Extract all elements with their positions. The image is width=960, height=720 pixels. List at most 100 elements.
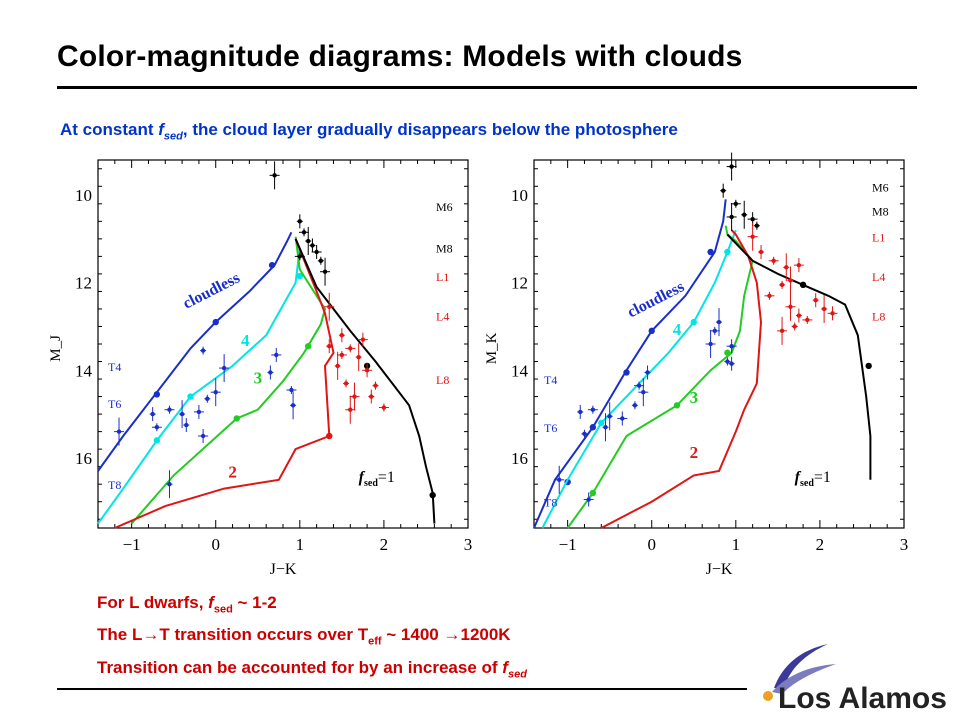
note1-post: ~ 1-2	[232, 593, 277, 612]
note2-end: 1200K	[460, 625, 511, 645]
series-label-fsed1: fsed=1	[795, 469, 831, 489]
obs-point-L	[758, 249, 764, 255]
obs-point-L	[796, 262, 802, 268]
obs-point-T	[150, 411, 155, 417]
spectral-label-t4: T4	[108, 360, 121, 374]
obs-point-L	[381, 405, 387, 410]
fsed-sub: sed	[364, 478, 378, 489]
note2-pre: The L	[97, 625, 143, 645]
y-tick-label: 12	[511, 274, 528, 293]
obs-point-T	[200, 433, 206, 439]
model-marker-fsed3	[305, 342, 312, 350]
note1-pre: For L dwarfs,	[97, 593, 209, 612]
obs-point-L	[788, 278, 793, 283]
obs-point-L	[767, 293, 772, 299]
logo-dot-icon	[763, 691, 773, 701]
obs-point-L	[335, 363, 340, 369]
obs-point-T	[607, 414, 612, 419]
model-marker-cloudless	[589, 424, 597, 431]
obs-point-M	[322, 269, 328, 274]
y-tick-label: 16	[511, 449, 528, 468]
model-line-fsed4	[97, 247, 301, 525]
y-tick-label: 14	[75, 361, 93, 380]
spectral-label-l1: L1	[436, 270, 449, 284]
obs-point-T	[620, 416, 625, 421]
los-alamos-logo: Los Alamos	[763, 644, 947, 715]
x-tick-label: 2	[380, 535, 389, 554]
note2-arrow: →	[142, 625, 160, 645]
model-line-fsed3	[130, 236, 327, 525]
plot-frame	[533, 159, 905, 529]
obs-point-L	[771, 258, 776, 263]
obs-point-L	[327, 343, 332, 349]
model-marker-fsed4	[187, 393, 194, 400]
model-line-cloudless	[97, 231, 293, 472]
obs-point-T	[196, 409, 202, 415]
obs-point-T	[716, 319, 722, 325]
x-tick-label: 1	[732, 535, 741, 554]
obs-point-T	[274, 352, 279, 358]
y-tick-label: 10	[511, 186, 528, 205]
notes-block: For L dwarfs, fsed ~ 1-2 The L→T transit…	[97, 590, 527, 687]
spectral-label-l8: L8	[872, 310, 885, 324]
fsed-eq: =1	[814, 469, 831, 486]
obs-point-L	[792, 324, 797, 329]
slide-title: Color-magnitude diagrams: Models with cl…	[57, 40, 743, 73]
obs-point-T	[645, 370, 650, 375]
model-marker-fsed1	[865, 362, 872, 370]
subtitle-sub: sed	[164, 130, 183, 142]
subtitle-post: , the cloud layer gradually disappears b…	[182, 120, 678, 139]
obs-point-T	[184, 422, 189, 428]
series-label-fsed3: 3	[690, 388, 699, 407]
obs-point-L	[788, 304, 793, 309]
obs-point-M	[272, 173, 277, 178]
x-tick-label: −1	[123, 535, 141, 554]
model-marker-fsed1	[429, 491, 436, 499]
note3-pre: Transition can be accounted for by an in…	[97, 657, 503, 677]
note-line-3: Transition can be accounted for by an in…	[97, 655, 527, 687]
subtitle-f: f	[158, 120, 164, 139]
model-line-fsed4	[541, 229, 737, 529]
series-label-fsed4: 4	[673, 320, 682, 339]
y-axis-label: M_K	[484, 332, 500, 364]
obs-point-T	[582, 431, 587, 437]
obs-point-T	[729, 343, 734, 349]
spectral-label-l4: L4	[872, 270, 885, 284]
obs-point-L	[830, 311, 835, 316]
obs-point-M	[729, 214, 734, 220]
x-axis-label: J−K	[270, 561, 297, 578]
x-tick-label: 0	[647, 535, 656, 554]
obs-point-T	[729, 361, 734, 366]
x-tick-label: 2	[816, 535, 825, 554]
model-line-fsed2	[600, 229, 763, 529]
model-marker-fsed4	[296, 272, 304, 280]
spectral-label-m8: M8	[436, 242, 453, 256]
obs-point-T	[578, 409, 583, 415]
obs-point-T	[116, 429, 122, 434]
note1-f: f	[208, 593, 214, 612]
bottom-divider	[57, 688, 747, 690]
logo-text: Los Alamos	[778, 682, 947, 715]
model-marker-cloudless	[623, 369, 630, 376]
obs-point-T	[205, 396, 210, 401]
obs-point-T	[590, 407, 596, 412]
model-marker-cloudless	[268, 261, 276, 269]
spectral-label-l1: L1	[872, 231, 885, 245]
series-label-fsed4: 4	[241, 331, 250, 350]
note1-sub: sed	[213, 603, 233, 616]
obs-point-L	[352, 394, 357, 399]
model-marker-fsed4	[690, 318, 697, 326]
obs-point-T	[167, 407, 172, 412]
obs-point-M	[742, 212, 747, 217]
subtitle-sub-text: sed	[163, 130, 183, 143]
series-label-fsed2: 2	[690, 443, 699, 462]
model-marker-cloudless	[212, 318, 219, 326]
obs-point-T	[289, 387, 294, 393]
obs-point-L	[369, 394, 374, 399]
spectral-label-t8: T8	[108, 478, 121, 492]
obs-point-T	[712, 328, 717, 334]
model-marker-fsed4	[598, 419, 605, 427]
obs-point-M	[301, 230, 307, 235]
fsed-eq: =1	[378, 469, 395, 486]
obs-point-L	[360, 337, 366, 342]
